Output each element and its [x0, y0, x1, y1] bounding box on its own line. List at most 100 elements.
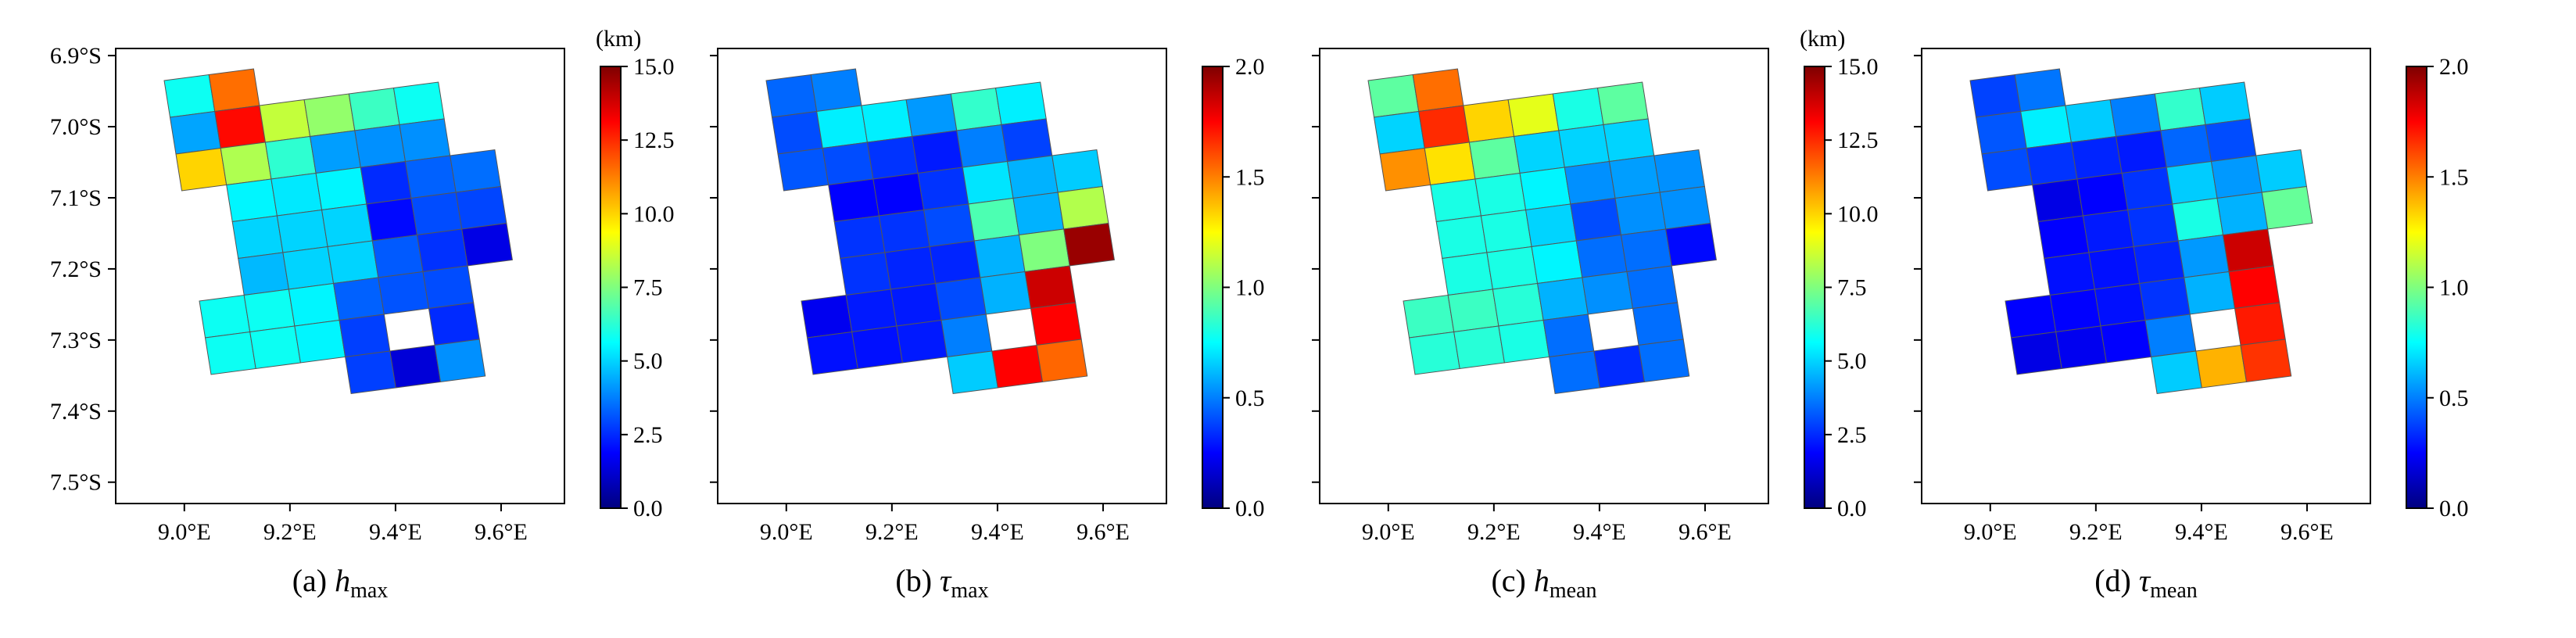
colorbar [1804, 66, 1825, 509]
grid-cell [1486, 246, 1539, 290]
grid-cell [204, 331, 256, 375]
grid-cell [348, 87, 400, 131]
grid-cell [389, 344, 442, 389]
grid-cell [851, 325, 903, 370]
axes-frame [115, 48, 565, 504]
grid-cell [238, 252, 289, 296]
grid-cell [771, 110, 823, 155]
grid-cell [816, 105, 868, 149]
caption-subscript: max [951, 579, 988, 603]
grid-cell [327, 240, 379, 285]
x-tick-label: 9.2°E [263, 519, 317, 545]
grid-cell [264, 135, 317, 180]
grid-cell [917, 167, 969, 211]
colorbar-tick-label: 10.0 [1837, 201, 1879, 227]
colorbar-unit-label: (km) [596, 26, 641, 52]
grid-cell [1596, 81, 1649, 126]
grid-cell [1514, 130, 1565, 174]
grid-cell [1498, 319, 1550, 364]
grid-cell [1367, 73, 1420, 118]
grid-cell [455, 185, 507, 230]
grid-cell [1447, 289, 1499, 333]
x-tick-label: 9.2°E [865, 519, 919, 545]
x-tick-label: 9.4°E [1573, 519, 1626, 545]
grid-cell [410, 192, 463, 236]
grid-cell [2205, 118, 2257, 163]
grid-cell [968, 197, 1020, 242]
caption-prefix: (b) [895, 563, 940, 598]
panel-1: 9.0°E 9.2°E 9.4°E 9.6°E (b) τmax 0.0 0.5 1.0 1.5… [710, 48, 1265, 603]
grid-cell [2116, 130, 2167, 174]
grid-cell [1468, 135, 1521, 180]
grid-cell [2144, 314, 2197, 358]
grid-cell [321, 203, 373, 248]
colorbar-tick-label: 1.5 [1235, 164, 1265, 190]
grid-cell [399, 118, 451, 163]
y-tick-label: 7.3°S [50, 328, 102, 353]
grid-cell [2216, 192, 2269, 236]
grid-cell [833, 215, 886, 260]
grid-cell [2065, 99, 2117, 143]
panel-caption: (b) τmax [895, 563, 988, 603]
grid-cell [1024, 265, 1077, 310]
grid-cell [2184, 271, 2236, 315]
grid-cell [175, 147, 228, 192]
y-tick-label: 6.9°S [50, 43, 102, 69]
y-tick-label: 7.4°S [50, 399, 102, 425]
grid-cell [2222, 228, 2274, 273]
grid-cell [765, 73, 818, 118]
grid-cell [845, 289, 897, 333]
colorbar-tick-label: 1.0 [1235, 275, 1265, 301]
grid-cell [1614, 192, 1667, 236]
grid-cell [2014, 68, 2066, 113]
grid-cell [866, 135, 919, 180]
x-tick-label: 9.2°E [2069, 519, 2123, 545]
grid-cell [2166, 160, 2218, 205]
y-tick-label: 7.0°S [50, 114, 102, 140]
x-tick-label: 9.0°E [1964, 519, 2017, 545]
grid-cell [878, 209, 930, 253]
colorbar-tick-label: 2.0 [2439, 54, 2469, 80]
x-tick-label: 9.0°E [158, 519, 211, 545]
grid-cell [1969, 73, 2022, 118]
grid-cell [1403, 294, 1455, 339]
grid-cell [872, 172, 925, 217]
grid-cell [1012, 192, 1065, 236]
grid-cell [923, 203, 975, 248]
grid-cell [315, 167, 367, 211]
caption-subscript: mean [1550, 579, 1597, 603]
x-tick-label: 9.6°E [475, 519, 528, 545]
colorbar-tick-label: 0.5 [1235, 385, 1265, 411]
grid-cell [973, 234, 1026, 278]
grid-cell [1442, 252, 1493, 296]
x-tick-label: 9.6°E [1679, 519, 1732, 545]
grid-cell [450, 149, 501, 193]
colorbar-tick-label: 2.5 [633, 422, 663, 448]
grid-cell [371, 234, 424, 278]
grid-cell [1582, 271, 1634, 315]
grid-cell [1665, 222, 1717, 267]
grid-cell [1006, 155, 1059, 199]
grid-cell [1373, 110, 1425, 155]
grid-cell [270, 172, 323, 217]
grid-cell [828, 178, 880, 223]
grid-cell [1418, 105, 1470, 149]
x-tick-label: 9.4°E [2175, 519, 2228, 545]
colorbar-tick-label: 0.0 [2439, 496, 2469, 522]
grid-cell [935, 277, 987, 321]
grid-cell [1057, 185, 1109, 230]
grid-cell [1492, 282, 1544, 327]
grid-cell [1408, 331, 1460, 375]
colorbar-tick-label: 15.0 [1837, 54, 1879, 80]
grid-cell [2234, 302, 2286, 346]
colorbar-tick-label: 7.5 [633, 275, 663, 301]
grid-cell [1575, 234, 1628, 278]
colorbar [2406, 66, 2427, 509]
grid-cell [2154, 87, 2206, 131]
x-tick-label: 9.4°E [369, 519, 422, 545]
grid-cell [282, 246, 335, 290]
grid-cell [259, 99, 311, 143]
grid-cell [249, 325, 301, 370]
grid-cell [1052, 149, 1103, 193]
grid-cell [1552, 87, 1604, 131]
